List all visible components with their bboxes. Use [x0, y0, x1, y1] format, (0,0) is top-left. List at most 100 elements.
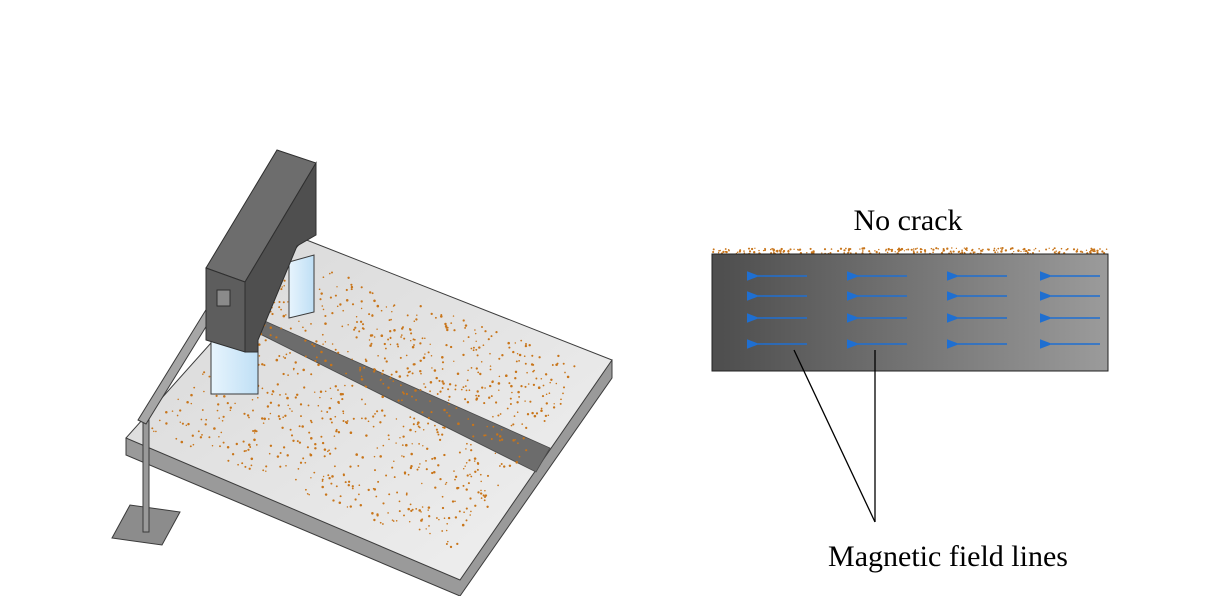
particle: [331, 343, 334, 345]
particle: [477, 491, 480, 494]
particle: [516, 401, 519, 404]
particle: [421, 518, 424, 521]
particle: [429, 390, 431, 393]
particle: [285, 314, 287, 316]
particle: [248, 416, 250, 419]
particle: [313, 344, 316, 348]
particle: [434, 424, 436, 427]
particle: [442, 426, 444, 429]
particle: [374, 368, 377, 371]
particle: [396, 491, 399, 494]
particle: [411, 372, 414, 375]
particle: [337, 400, 340, 404]
particle: [355, 336, 358, 339]
particle: [370, 342, 373, 345]
particle: [295, 478, 297, 481]
particle: [557, 354, 560, 358]
particle: [400, 384, 402, 387]
particle: [278, 306, 281, 309]
particle: [381, 369, 385, 372]
particle: [478, 346, 481, 349]
particle: [211, 444, 214, 447]
particle: [360, 378, 364, 381]
surface-particle: [961, 251, 964, 254]
particle: [301, 425, 304, 428]
particle: [375, 495, 378, 498]
particle: [304, 461, 307, 464]
surface-particle: [1101, 250, 1104, 253]
particle: [373, 336, 376, 338]
particle: [262, 469, 265, 472]
particle: [349, 505, 352, 508]
particle: [306, 492, 309, 495]
particle: [431, 471, 434, 475]
particle: [553, 403, 555, 405]
particle: [363, 366, 366, 369]
particle: [368, 339, 371, 341]
surface-particle: [1017, 249, 1020, 252]
surface-particle: [728, 249, 730, 252]
particle: [525, 426, 528, 430]
particle: [176, 414, 179, 417]
particle: [484, 330, 487, 333]
particle: [462, 319, 465, 322]
particle: [379, 455, 382, 458]
particle: [360, 300, 363, 303]
particle: [341, 398, 344, 401]
particle: [429, 532, 431, 535]
surface-particle: [772, 249, 775, 252]
particle: [475, 348, 478, 351]
particle: [443, 426, 446, 429]
particle: [413, 344, 415, 346]
particle: [472, 435, 475, 438]
particle: [269, 326, 272, 329]
particle: [401, 399, 403, 402]
particle: [490, 437, 493, 441]
particle: [413, 320, 416, 322]
particle: [280, 308, 282, 311]
particle: [465, 448, 467, 450]
particle: [285, 464, 287, 467]
particle: [464, 398, 467, 401]
particle: [253, 438, 256, 442]
surface-particle: [1096, 251, 1099, 254]
particle: [302, 457, 305, 460]
particle: [402, 425, 405, 428]
particle: [422, 445, 424, 447]
particle: [457, 422, 460, 426]
particle: [349, 465, 352, 468]
particle: [477, 371, 480, 374]
particle: [431, 457, 434, 460]
particle: [415, 318, 418, 321]
particle: [428, 525, 430, 527]
particle: [387, 512, 389, 514]
particle: [317, 363, 320, 367]
particle: [186, 400, 189, 404]
surface-particle: [932, 248, 935, 251]
surface-particle: [888, 248, 890, 251]
particle: [371, 512, 374, 515]
particle: [486, 425, 488, 428]
particle: [268, 452, 271, 455]
particle: [474, 504, 477, 507]
particle: [510, 424, 513, 427]
particle: [321, 417, 324, 420]
surface-particle: [1034, 247, 1037, 250]
surface-particle: [916, 247, 918, 250]
particle: [371, 334, 374, 337]
particle: [417, 421, 420, 424]
particle: [387, 338, 390, 341]
particle: [509, 402, 512, 406]
particle: [405, 392, 408, 396]
particle: [324, 390, 327, 393]
particle: [347, 484, 350, 487]
particle: [470, 367, 473, 369]
surface-particle: [972, 251, 975, 254]
particle: [326, 450, 329, 453]
surface-particle: [1009, 248, 1012, 251]
particle: [465, 488, 468, 491]
particle: [257, 396, 259, 399]
particle: [401, 455, 403, 457]
particle: [441, 495, 444, 498]
particle: [439, 390, 442, 393]
